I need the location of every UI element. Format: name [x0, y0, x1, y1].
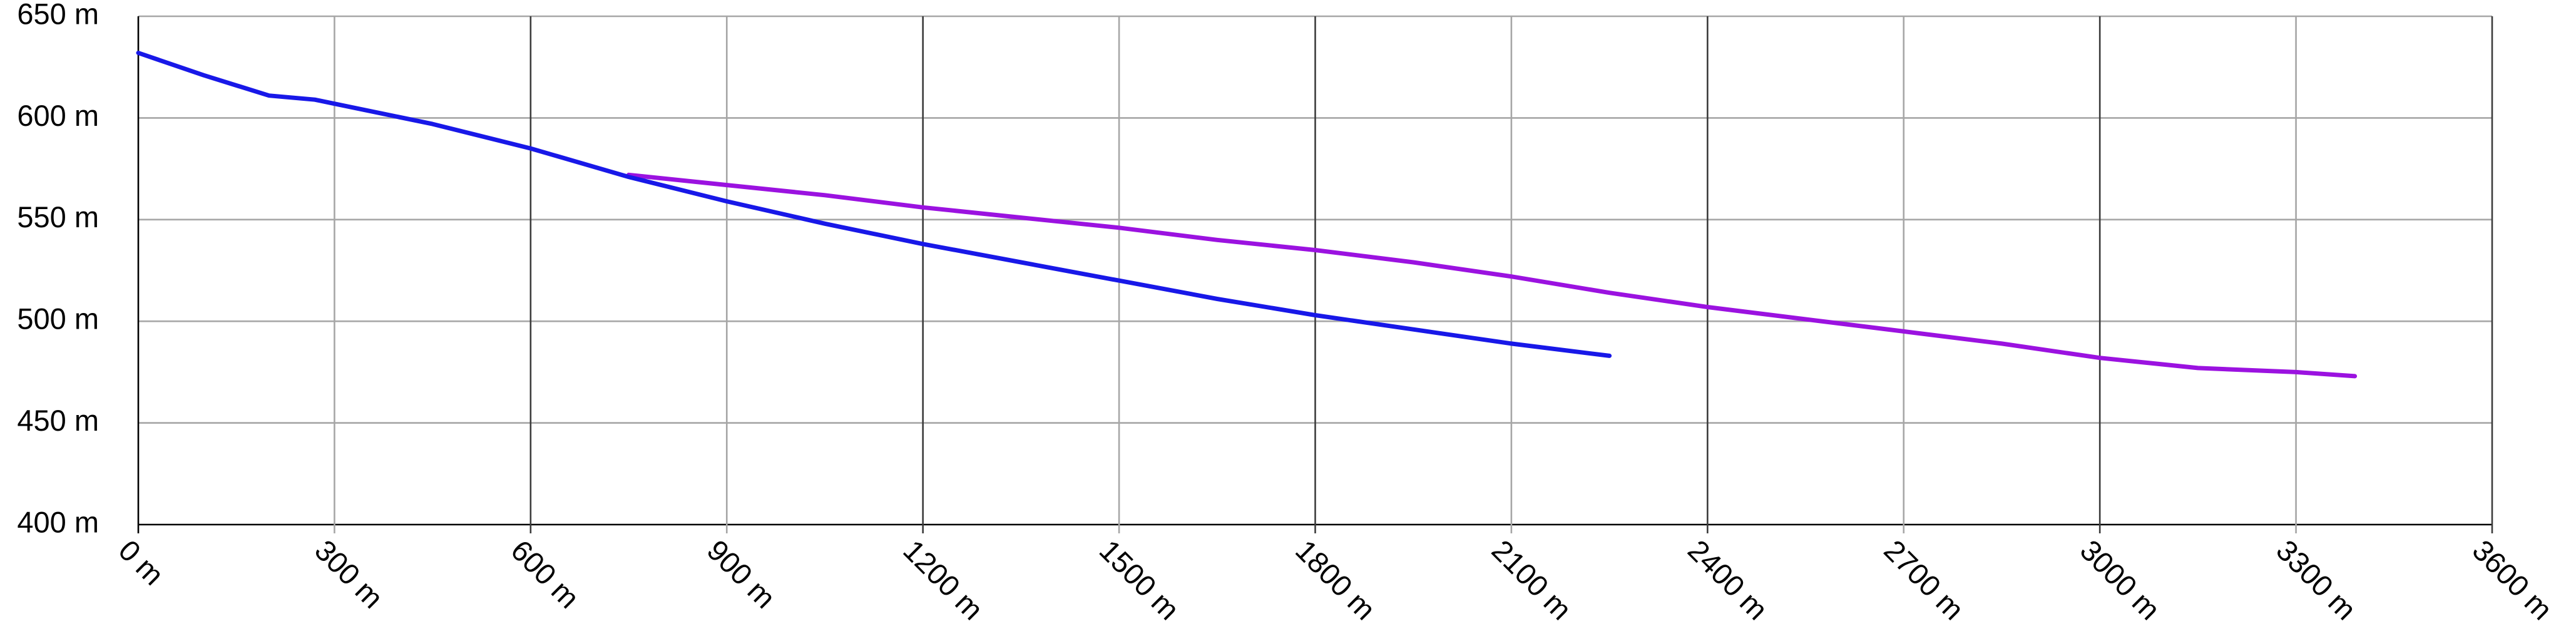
- x-tick-label: 300 m: [309, 533, 390, 615]
- x-axis-tick-labels: 0 m 300 m 600 m 900 m 1200 m 1500 m 1800 m 2100…: [113, 533, 2559, 626]
- series-line-2: [136, 51, 1612, 358]
- x-tick-label: 900 m: [701, 533, 782, 615]
- x-tick-label: 2400 m: [1682, 533, 1774, 626]
- x-tick-label: 3600 m: [2466, 533, 2559, 626]
- series-line-1: [626, 172, 2358, 379]
- grid: [137, 15, 2493, 533]
- y-tick-label: 600 m: [17, 99, 99, 132]
- y-tick-label: 400 m: [17, 505, 99, 538]
- x-tick-label: 1800 m: [1289, 533, 1382, 626]
- y-tick-label: 450 m: [17, 404, 99, 437]
- x-tick-label: 3300 m: [2270, 533, 2363, 626]
- y-tick-label: 550 m: [17, 200, 99, 233]
- x-tick-label: 3000 m: [2074, 533, 2167, 626]
- x-tick-label: 2100 m: [1486, 533, 1578, 626]
- x-tick-label: 2700 m: [1878, 533, 1970, 626]
- x-tick-label: 0 m: [113, 533, 171, 592]
- series-lines: [136, 51, 2358, 379]
- x-tick-label: 600 m: [504, 533, 586, 615]
- x-tick-label: 1500 m: [1093, 533, 1186, 626]
- y-axis-tick-labels: 400 m 450 m 500 m 550 m 600 m 650 m: [17, 0, 99, 538]
- x-tick-label: 1200 m: [897, 533, 989, 626]
- y-tick-label: 500 m: [17, 302, 99, 336]
- y-tick-label: 650 m: [17, 0, 99, 30]
